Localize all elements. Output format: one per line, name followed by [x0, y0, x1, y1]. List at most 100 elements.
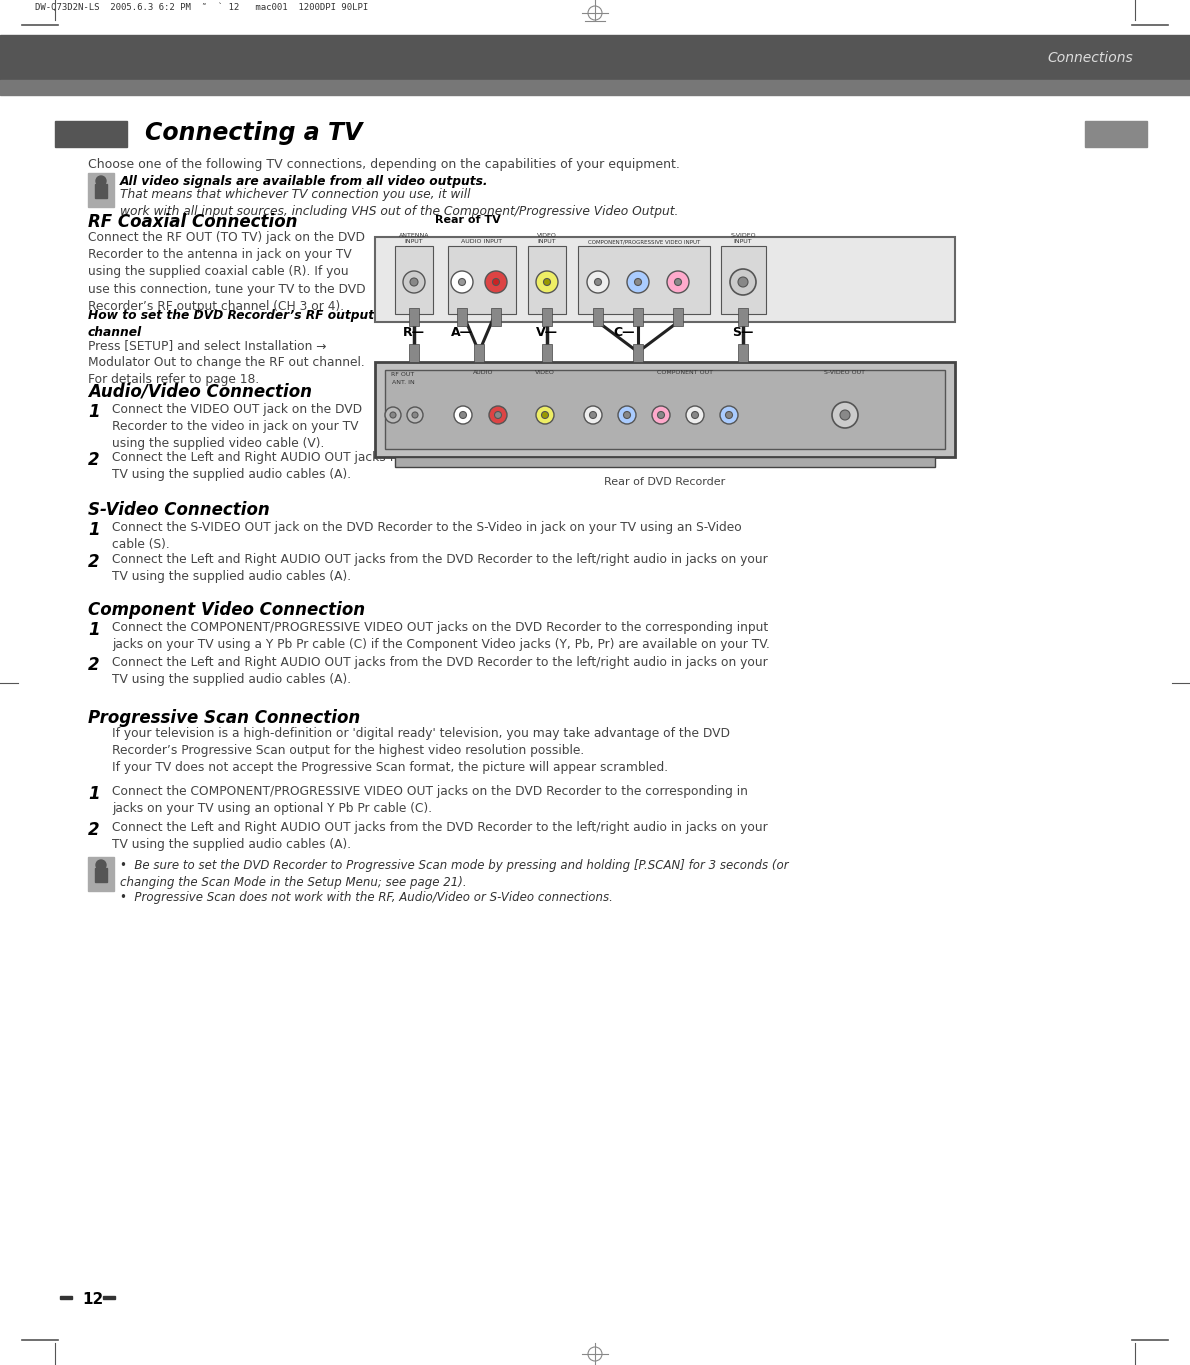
Text: 1: 1 — [88, 621, 100, 639]
Text: S-VIDEO OUT: S-VIDEO OUT — [825, 370, 865, 375]
Circle shape — [595, 278, 601, 285]
Bar — [633, 308, 643, 326]
Text: AUDIO: AUDIO — [472, 370, 493, 375]
Bar — [457, 308, 466, 326]
Bar — [578, 246, 710, 314]
Text: COMPONENT/PROGRESSIVE VIDEO INPUT: COMPONENT/PROGRESSIVE VIDEO INPUT — [588, 239, 700, 244]
Circle shape — [691, 411, 699, 419]
Text: Connect the Left and Right AUDIO OUT jacks from the DVD Recorder to the left/rig: Connect the Left and Right AUDIO OUT jac… — [112, 553, 768, 583]
Bar — [0, 35, 1190, 81]
Circle shape — [536, 272, 558, 293]
Bar — [738, 308, 749, 326]
Text: AUDIO INPUT: AUDIO INPUT — [462, 239, 502, 244]
Text: S—: S— — [732, 326, 753, 339]
Text: If your television is a high-definition or 'digital ready' television, you may t: If your television is a high-definition … — [112, 728, 729, 774]
Bar — [60, 1295, 73, 1299]
Circle shape — [618, 405, 635, 425]
Text: ANTENNA
INPUT: ANTENNA INPUT — [399, 233, 430, 244]
Text: 1: 1 — [88, 785, 100, 803]
Text: •  Be sure to set the DVD Recorder to Progressive Scan mode by pressing and hold: • Be sure to set the DVD Recorder to Pro… — [120, 859, 789, 889]
Circle shape — [668, 272, 689, 293]
Text: Connect the COMPONENT/PROGRESSIVE VIDEO OUT jacks on the DVD Recorder to the cor: Connect the COMPONENT/PROGRESSIVE VIDEO … — [112, 785, 747, 815]
Circle shape — [536, 405, 555, 425]
Bar — [541, 344, 552, 362]
Text: S-Video Connection: S-Video Connection — [88, 501, 270, 519]
Circle shape — [587, 272, 609, 293]
Text: Audio/Video Connection: Audio/Video Connection — [88, 384, 312, 401]
Text: Connect the VIDEO OUT jack on the DVD
Recorder to the video in jack on your TV
u: Connect the VIDEO OUT jack on the DVD Re… — [112, 403, 362, 450]
Text: Choose one of the following TV connections, depending on the capabilities of you: Choose one of the following TV connectio… — [88, 158, 679, 171]
Bar — [95, 184, 107, 198]
Circle shape — [729, 269, 756, 295]
Circle shape — [738, 277, 749, 287]
Text: Component Video Connection: Component Video Connection — [88, 601, 365, 618]
Text: •  Progressive Scan does not work with the RF, Audio/Video or S-Video connection: • Progressive Scan does not work with th… — [120, 891, 613, 904]
Text: Connecting a TV: Connecting a TV — [145, 121, 363, 145]
Text: C—: C— — [613, 326, 634, 339]
Circle shape — [584, 405, 602, 425]
Circle shape — [407, 407, 422, 423]
Bar — [0, 81, 1190, 96]
Bar — [55, 121, 127, 147]
Circle shape — [458, 278, 465, 285]
Text: Connect the Left and Right AUDIO OUT jacks from the DVD Recorder to the left/rig: Connect the Left and Right AUDIO OUT jac… — [112, 820, 768, 852]
Text: Rear of TV: Rear of TV — [436, 216, 501, 225]
Text: Connect the COMPONENT/PROGRESSIVE VIDEO OUT jacks on the DVD Recorder to the cor: Connect the COMPONENT/PROGRESSIVE VIDEO … — [112, 621, 770, 651]
Bar — [409, 344, 419, 362]
Text: VIDEO
INPUT: VIDEO INPUT — [537, 233, 557, 244]
Text: 1: 1 — [88, 521, 100, 539]
Circle shape — [541, 411, 549, 419]
Circle shape — [411, 278, 418, 287]
Circle shape — [627, 272, 649, 293]
Text: Progressive Scan Connection: Progressive Scan Connection — [88, 708, 361, 728]
Bar — [95, 868, 107, 882]
Circle shape — [624, 411, 631, 419]
Circle shape — [455, 405, 472, 425]
Bar — [409, 308, 419, 326]
Circle shape — [451, 272, 472, 293]
Text: Press [SETUP] and select Installation →
Modulator Out to change the RF out chann: Press [SETUP] and select Installation → … — [88, 339, 365, 386]
Text: RF OUT: RF OUT — [392, 373, 414, 377]
Text: 1: 1 — [88, 403, 100, 420]
Text: 2: 2 — [88, 657, 100, 674]
Text: 2: 2 — [88, 553, 100, 571]
Circle shape — [589, 411, 596, 419]
Text: 2: 2 — [88, 820, 100, 839]
Circle shape — [675, 278, 682, 285]
Circle shape — [495, 411, 501, 419]
Bar — [375, 362, 956, 457]
Bar — [0, 0, 1190, 35]
Bar — [491, 308, 501, 326]
Text: Connections: Connections — [1047, 51, 1133, 66]
Text: VIDEO: VIDEO — [536, 370, 555, 375]
Circle shape — [96, 860, 106, 870]
Bar — [474, 344, 484, 362]
Text: Rear of DVD Recorder: Rear of DVD Recorder — [605, 476, 726, 487]
Text: Connect the S-VIDEO OUT jack on the DVD Recorder to the S-Video in jack on your : Connect the S-VIDEO OUT jack on the DVD … — [112, 521, 741, 551]
Text: Connect the RF OUT (TO TV) jack on the DVD
Recorder to the antenna in jack on yo: Connect the RF OUT (TO TV) jack on the D… — [88, 231, 365, 313]
Bar — [447, 246, 516, 314]
Bar — [395, 457, 935, 467]
Circle shape — [486, 272, 507, 293]
Text: How to set the DVD Recorder’s RF output
channel: How to set the DVD Recorder’s RF output … — [88, 308, 374, 339]
Circle shape — [493, 278, 500, 285]
Text: 2: 2 — [88, 450, 100, 470]
Bar — [721, 246, 766, 314]
Bar — [593, 308, 603, 326]
Text: COMPONENT OUT: COMPONENT OUT — [657, 370, 713, 375]
Bar — [1085, 121, 1147, 147]
Bar — [386, 370, 945, 449]
Circle shape — [403, 272, 425, 293]
Text: V—: V— — [536, 326, 558, 339]
Text: ANT. IN: ANT. IN — [392, 379, 414, 385]
Circle shape — [412, 412, 418, 418]
Text: DW-Q73D2N-LS  2005.6.3 6:2 PM  ˜  ` 12   mac001  1200DPI 90LPI: DW-Q73D2N-LS 2005.6.3 6:2 PM ˜ ` 12 mac0… — [35, 3, 368, 11]
Bar — [738, 344, 749, 362]
Circle shape — [840, 410, 850, 420]
Circle shape — [685, 405, 704, 425]
Circle shape — [96, 176, 106, 186]
Circle shape — [720, 405, 738, 425]
Text: A—: A— — [451, 326, 472, 339]
Circle shape — [390, 412, 396, 418]
Bar — [88, 173, 114, 207]
